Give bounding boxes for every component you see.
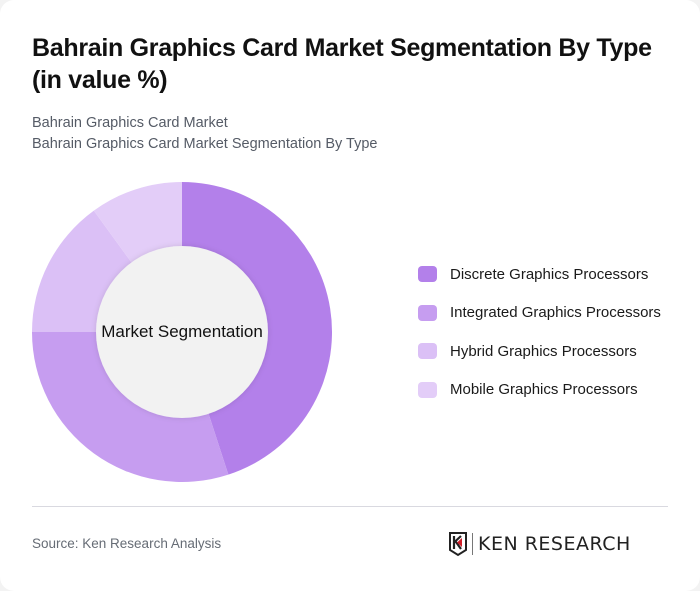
legend-label: Integrated Graphics Processors — [450, 304, 661, 321]
legend-swatch-icon — [418, 343, 437, 359]
footer-divider — [32, 506, 668, 507]
logo-separator — [472, 533, 473, 555]
donut-hole — [96, 246, 268, 418]
ken-research-shield-icon — [449, 532, 467, 557]
source-note: Source: Ken Research Analysis — [32, 536, 222, 551]
chart-title: Bahrain Graphics Card Market Segmentatio… — [32, 34, 652, 94]
chart-legend: Discrete Graphics Processors Integrated … — [418, 264, 661, 418]
legend-label: Hybrid Graphics Processors — [450, 342, 637, 360]
legend-item-hybrid[interactable]: Hybrid Graphics Processors — [418, 341, 661, 361]
logo-text: KEN RESEARCH — [478, 533, 631, 555]
legend-item-discrete[interactable]: Discrete Graphics Processors — [418, 264, 661, 284]
ken-research-logo: KEN RESEARCH — [448, 530, 631, 558]
legend-item-integrated[interactable]: Integrated Graphics Processors — [418, 303, 661, 323]
legend-swatch-icon — [418, 266, 437, 282]
legend-label: Mobile Graphics Processors — [450, 381, 638, 398]
subtitle-line-2: Bahrain Graphics Card Market Segmentatio… — [32, 136, 378, 152]
subtitle-line-1: Bahrain Graphics Card Market — [32, 115, 228, 131]
chart-subtitle: Bahrain Graphics Card Market Bahrain Gra… — [32, 113, 378, 155]
legend-item-mobile[interactable]: Mobile Graphics Processors — [418, 380, 661, 400]
donut-chart — [32, 182, 332, 482]
legend-swatch-icon — [418, 381, 437, 398]
legend-label: Discrete Graphics Processors — [450, 265, 649, 283]
legend-swatch-icon — [418, 304, 437, 321]
